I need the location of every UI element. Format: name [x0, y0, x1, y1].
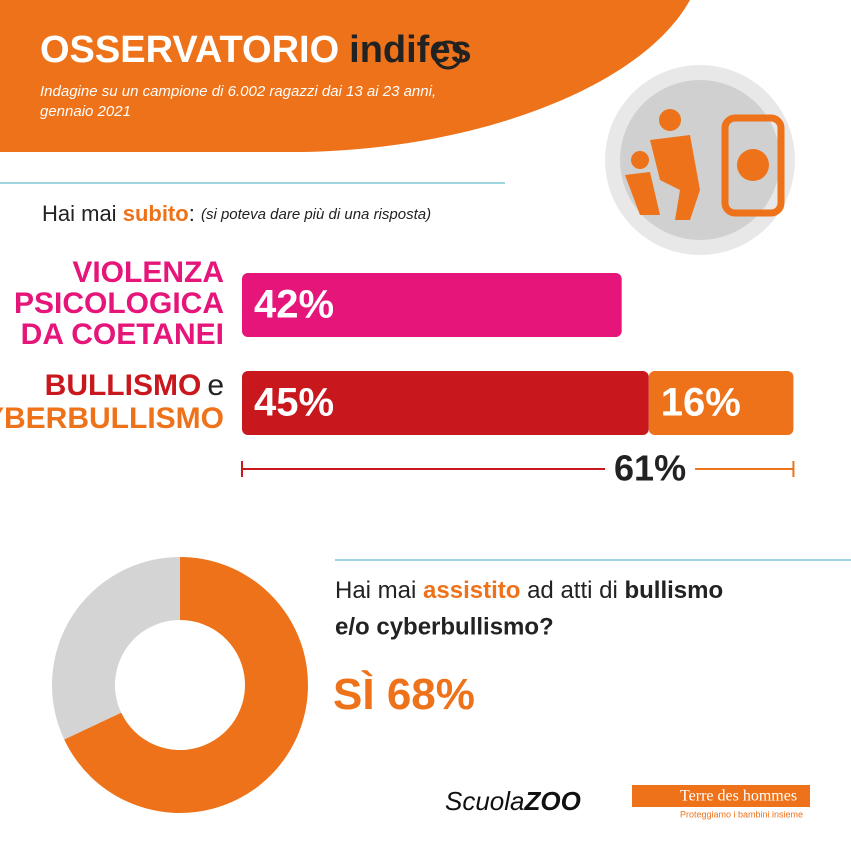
title-part: indifes [349, 29, 471, 71]
bar-label: DA COETANEI [21, 318, 224, 351]
subtitle: Indagine su un campione di 6.002 ragazzi… [40, 83, 436, 100]
header-title: OSSERVATORIO indifes [40, 29, 472, 71]
bar-label: CYBERBULLISMO [0, 402, 224, 435]
logo-text: Scuola [445, 786, 525, 816]
subtitle: gennaio 2021 [40, 103, 131, 120]
q-highlight: subito [123, 201, 189, 226]
tdh-band [632, 785, 810, 807]
q-text: Hai mai [335, 577, 416, 604]
q-text: Hai mai [42, 201, 117, 226]
bar-label: BULLISMO e [45, 369, 224, 402]
q-text: ad atti di [527, 577, 618, 604]
bar-label: PSICOLOGICA [14, 287, 224, 320]
donut-rest [51, 557, 181, 740]
icon [605, 65, 795, 255]
donut-slice [64, 557, 308, 813]
q-text: : [189, 201, 195, 226]
logo-tdh-tag: Proteggiamo i bambini insieme [680, 809, 803, 819]
logo-face [433, 40, 463, 70]
question-line2: e/o cyberbullismo? [335, 613, 554, 640]
q-bold: bullismo [624, 577, 723, 604]
bar-value: 42% [254, 283, 334, 327]
bar [242, 273, 622, 337]
bar-label: VIOLENZA [72, 256, 224, 289]
answer-value: 68% [387, 670, 475, 719]
title-part: OSSERVATORIO [40, 29, 339, 71]
logo-tdh: Terre des hommes [680, 788, 797, 805]
bar-segment [648, 371, 794, 435]
answer: SÌ 68% [333, 669, 475, 719]
bar-label-part: BULLISMO [45, 369, 202, 402]
logo-scuolazoo: ScuolaZOO [445, 786, 581, 816]
bar-value: 16% [661, 381, 741, 425]
total-value: 61% [614, 448, 686, 489]
answer-word: SÌ [333, 669, 375, 719]
question: Hai mai assistito ad atti di bullismo [335, 577, 723, 604]
q-highlight: assistito [423, 577, 520, 604]
header-band [0, 0, 690, 152]
bar-value: 45% [254, 381, 334, 425]
bar-label-part: e [207, 369, 224, 402]
logo-text: ZOO [524, 786, 581, 816]
question: Hai mai subito: (si poteva dare più di u… [42, 201, 431, 226]
bar-segment [242, 371, 649, 435]
q-note: (si poteva dare più di una risposta) [201, 206, 431, 223]
